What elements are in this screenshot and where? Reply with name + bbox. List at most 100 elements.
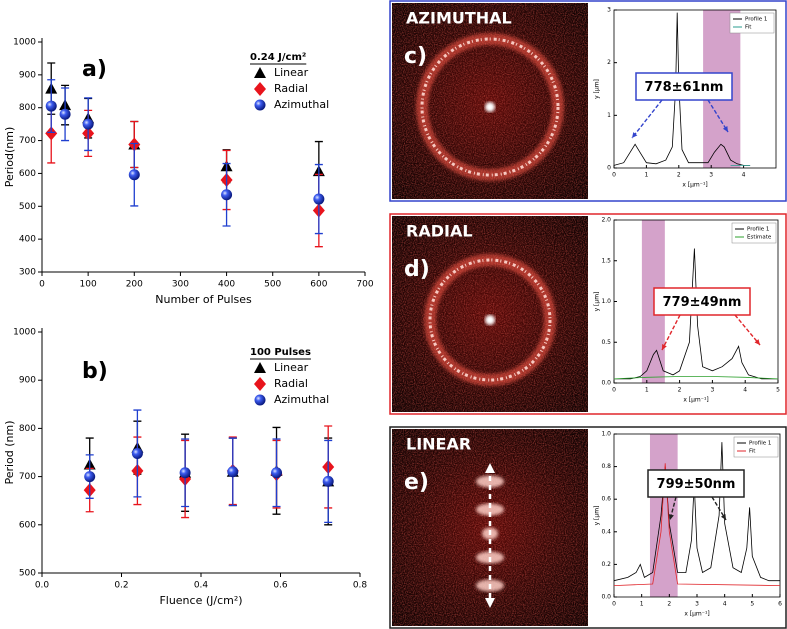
- y-axis-label: Period (nm): [3, 420, 16, 484]
- x-tick-label: 0: [612, 172, 616, 179]
- panel-label: b): [82, 359, 108, 384]
- y-axis-label: y [µm]: [594, 79, 601, 99]
- callout-text: 799±50nm: [657, 477, 736, 492]
- callout-arrow: [631, 99, 663, 139]
- legend-marker: [254, 99, 266, 111]
- x-axis-label: x [µm⁻¹]: [684, 611, 709, 618]
- fft-spot: [476, 475, 504, 488]
- x-tick-label: 0.2: [114, 581, 128, 591]
- legend-label: Profile 1: [749, 441, 771, 447]
- legend-marker: [254, 82, 266, 96]
- legend-label: Azimuthal: [274, 98, 329, 111]
- legend-label: Profile 1: [747, 227, 769, 233]
- x-axis-label: Fluence (J/cm²): [159, 594, 242, 607]
- profile-line: [613, 442, 780, 582]
- legend-marker: [254, 377, 266, 391]
- fft-ring: [428, 258, 552, 382]
- x-tick-label: 3: [695, 601, 699, 608]
- marker: [84, 471, 96, 483]
- x-tick-label: 700: [356, 280, 373, 290]
- x-tick-label: 200: [126, 280, 143, 290]
- y-tick-label: 800: [19, 424, 36, 434]
- x-tick-label: 600: [310, 280, 327, 290]
- y-tick-label: 0.0: [601, 380, 611, 387]
- marker: [221, 189, 233, 201]
- callout-box: [647, 469, 745, 498]
- profile-line: [614, 248, 778, 380]
- legend-label: Radial: [274, 377, 308, 390]
- y-tick-label: 1000: [13, 38, 36, 48]
- callout-arrow: [734, 314, 761, 346]
- panel-title: RADIAL: [406, 222, 473, 241]
- y-axis-label: y [µm]: [594, 506, 601, 526]
- callout-arrow: [707, 99, 729, 133]
- y-tick-label: 0.6: [601, 496, 611, 503]
- x-tick-label: 1: [644, 172, 648, 179]
- y-tick-label: 1.0: [601, 431, 611, 438]
- panel-label: d): [404, 257, 430, 282]
- x-tick-label: 4: [742, 172, 746, 179]
- callout-arrow-head: [668, 514, 674, 520]
- callout-arrow-head: [754, 339, 760, 345]
- marker: [45, 126, 58, 141]
- x-tick-label: 0.6: [273, 581, 288, 591]
- plot-frame: [613, 9, 777, 169]
- marker: [128, 169, 140, 181]
- profile-panel: AZIMUTHAL c) 0 1 2 3 0 1 2 3 4 x [µm⁻¹] y [µm] Profil…: [389, 0, 787, 202]
- panel-title: LINEAR: [406, 435, 471, 454]
- x-tick-label: 0: [39, 280, 45, 290]
- y-tick-label: 1: [607, 112, 611, 119]
- marker: [59, 108, 71, 120]
- marker: [45, 100, 57, 112]
- profile-panel: LINEAR e) 0.0 0.2 0.4 0.6 0.8 1.0 0 1 2 3 4 5 6 x [µm⁻¹…: [389, 426, 787, 629]
- y-tick-label: 2.0: [601, 217, 611, 224]
- callout-arrow-head: [662, 344, 667, 350]
- y-axis-label: y [µm]: [594, 292, 601, 312]
- legend-label: Linear: [274, 361, 309, 374]
- callout-text: 779±49nm: [663, 295, 742, 310]
- x-tick-label: 3: [710, 387, 714, 394]
- legend-box: [733, 436, 779, 458]
- legend-box: [731, 222, 777, 244]
- legend-label: Estimate: [747, 235, 772, 241]
- profile-panel: RADIAL d) 0.0 0.5 1.0 1.5 2.0 0 1 2 3 4 5 x [µm⁻¹] y […: [389, 213, 787, 415]
- y-tick-label: 3: [607, 7, 611, 14]
- legend-label: Linear: [274, 66, 309, 79]
- fft-spot: [476, 503, 504, 516]
- legend-label: Radial: [274, 82, 308, 95]
- y-tick-label: 800: [19, 103, 36, 113]
- x-tick-label: 2: [678, 387, 682, 394]
- y-tick-label: 500: [19, 202, 36, 212]
- marker: [271, 467, 283, 479]
- y-tick-label: 0.2: [601, 561, 611, 568]
- legend-label: Fit: [745, 25, 752, 31]
- x-axis-label: x [µm⁻¹]: [682, 182, 707, 189]
- legend-label: Fit: [749, 449, 756, 455]
- x-axis-label: x [µm⁻¹]: [683, 397, 708, 404]
- y-tick-label: 600: [19, 520, 36, 530]
- callout-arrow: [711, 496, 727, 521]
- x-tick-label: 4: [743, 387, 747, 394]
- x-tick-label: 0: [612, 601, 616, 608]
- marker: [131, 447, 143, 459]
- y-tick-label: 400: [19, 235, 36, 245]
- y-tick-label: 1.0: [601, 298, 611, 305]
- x-tick-label: 5: [776, 387, 780, 394]
- panel-title: AZIMUTHAL: [406, 9, 512, 28]
- legend-box: [729, 12, 775, 34]
- y-tick-label: 0.4: [601, 528, 611, 535]
- y-tick-label: 500: [19, 569, 36, 579]
- legend-label: Azimuthal: [274, 393, 329, 406]
- x-tick-label: 400: [218, 280, 235, 290]
- panel-label: c): [404, 44, 427, 69]
- y-tick-label: 300: [19, 268, 36, 278]
- x-tick-label: 2: [677, 172, 681, 179]
- y-tick-label: 600: [19, 169, 36, 179]
- marker: [82, 118, 94, 130]
- x-tick-label: 1: [645, 387, 649, 394]
- callout-arrow-head: [720, 514, 726, 520]
- x-tick-label: 0: [612, 387, 616, 394]
- panel-label: e): [404, 470, 429, 495]
- y-tick-label: 0.5: [601, 339, 611, 346]
- legend-marker: [254, 394, 266, 406]
